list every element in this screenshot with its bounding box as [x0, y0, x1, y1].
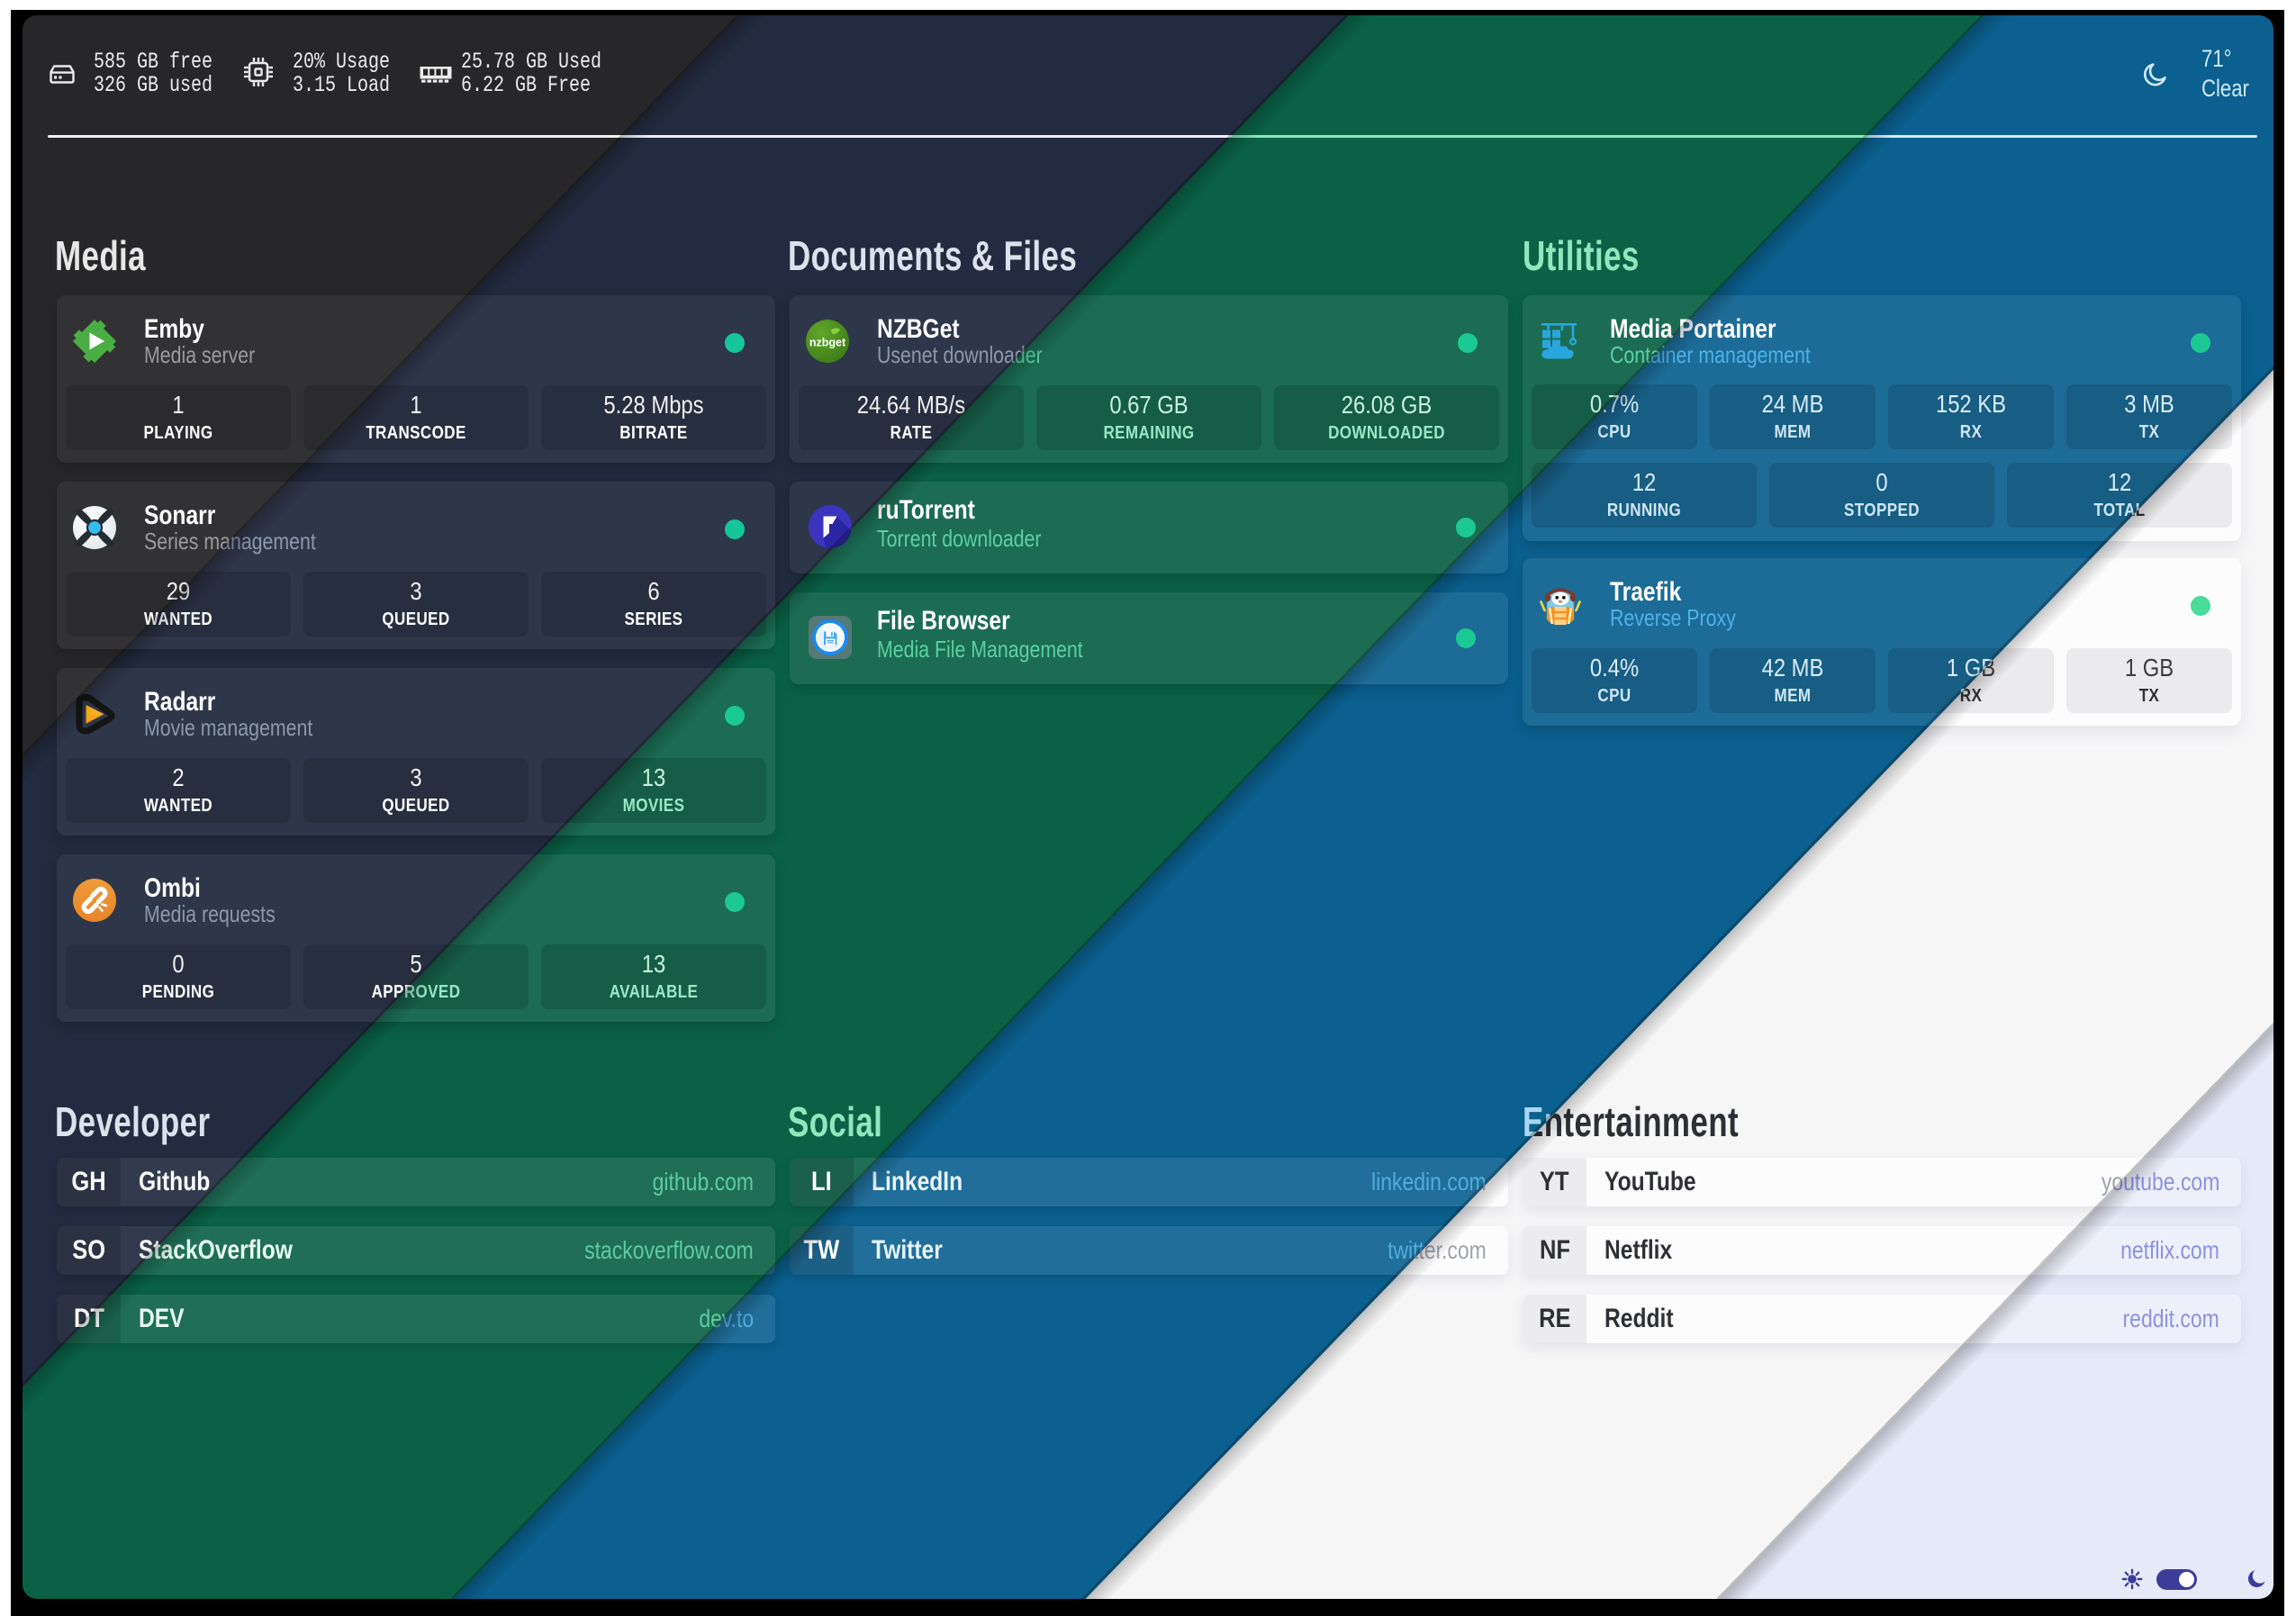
svg-text:nzbget: nzbget — [809, 337, 846, 349]
